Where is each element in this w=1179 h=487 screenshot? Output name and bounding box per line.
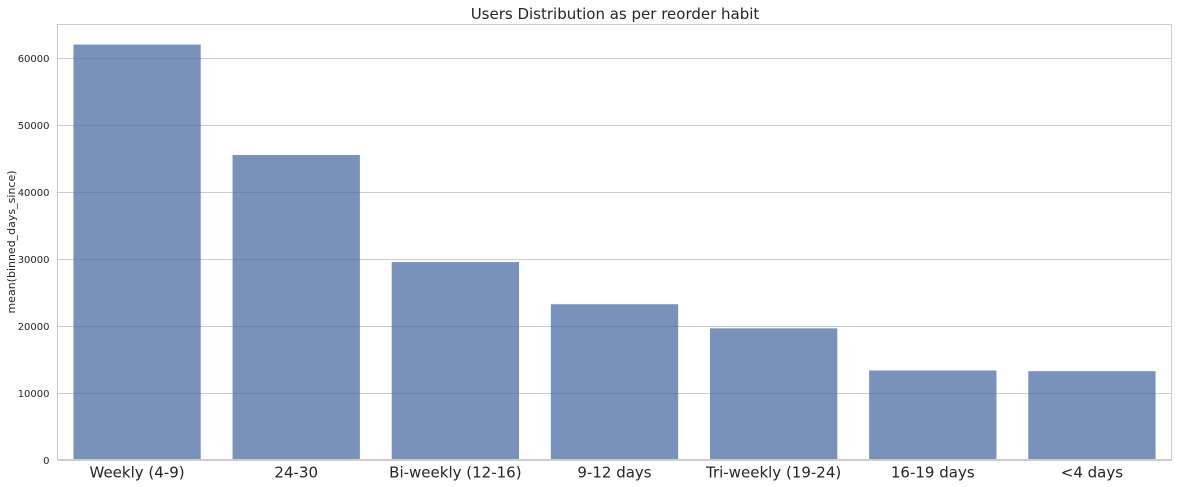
y-tick-label: 50000 [18,121,50,132]
bar [869,370,997,460]
x-tick-label: <4 days [1061,464,1123,482]
bar [391,262,520,460]
chart-title: Users Distribution as per reorder habit [471,5,760,23]
x-tick-label: 16-19 days [891,464,975,482]
x-tick-label: Tri-weekly (19-24) [705,464,841,482]
x-tick-labels: Weekly (4-9) 24-30 Bi-weekly (12-16) 9-12 d… [90,464,1124,482]
y-tick-label: 10000 [18,389,50,400]
bar [550,304,679,460]
bar [1028,371,1156,460]
y-tick-labels: 0 10000 20000 30000 40000 50000 60000 [18,54,50,467]
bar [73,44,201,460]
x-tick-label: Bi-weekly (12-16) [389,464,521,482]
x-tick-label: Weekly (4-9) [90,464,185,482]
x-tick-label: 24-30 [274,464,318,482]
bars [73,44,1156,460]
y-tick-label: 20000 [18,322,50,333]
bar [709,328,838,460]
bar [232,155,360,460]
y-tick-label: 60000 [18,54,50,65]
plot-frame [57,24,1172,460]
y-tick-label: 0 [43,456,49,467]
y-axis-label: mean(binned_days_since) [5,170,18,313]
y-tick-label: 30000 [18,255,50,266]
x-tick-label: 9-12 days [577,464,651,482]
y-tick-label: 40000 [18,188,50,199]
